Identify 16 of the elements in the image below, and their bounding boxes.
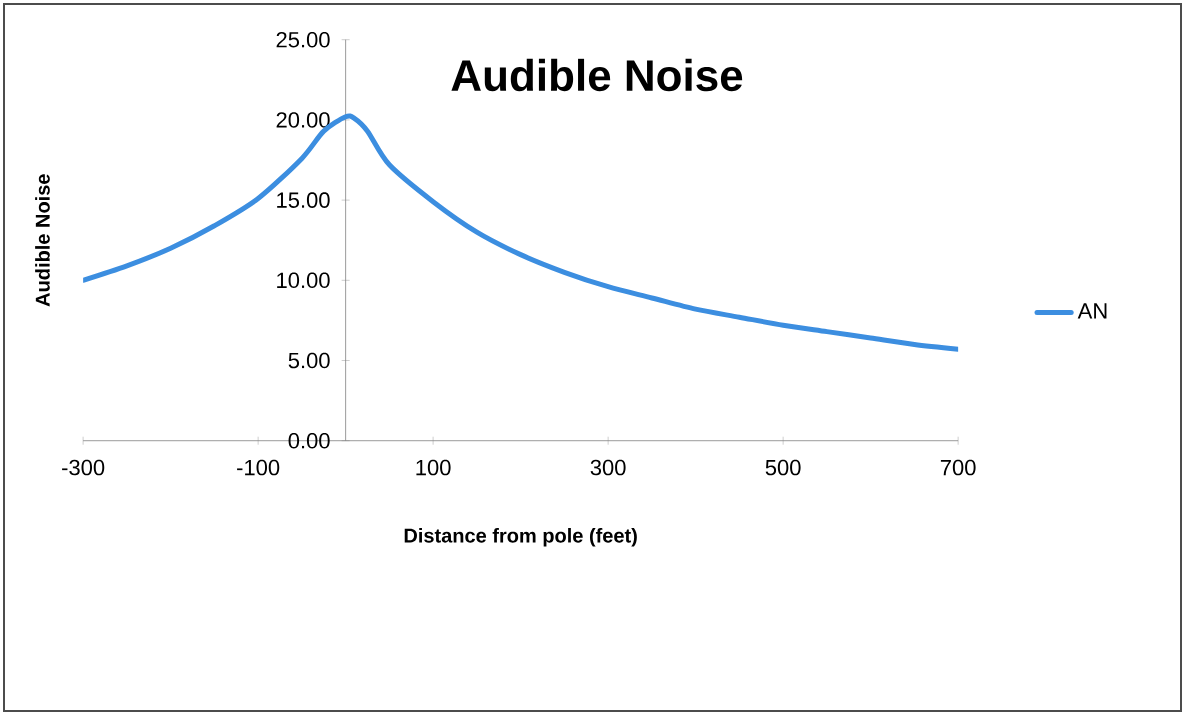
y-tick-label: 0.00 xyxy=(288,432,330,449)
x-tick-label: -300 xyxy=(62,459,105,476)
legend-label: AN xyxy=(1077,303,1107,319)
x-tick-label: 700 xyxy=(940,459,976,476)
x-tick-label: 100 xyxy=(416,459,451,476)
y-tick-label: 15.00 xyxy=(277,192,330,208)
y-axis-title: Audible Noise xyxy=(35,174,50,307)
y-tick-label: 20.00 xyxy=(276,112,330,128)
y-tick-label: 5.00 xyxy=(288,352,330,369)
x-tick-label: 500 xyxy=(765,459,801,476)
x-tick-label: -100 xyxy=(237,459,280,476)
x-axis-title: Distance from pole (feet) xyxy=(404,527,637,547)
chart-title: Audible Noise xyxy=(451,58,743,92)
y-tick-label: 10.00 xyxy=(277,272,330,289)
y-tick-label: 25.00 xyxy=(276,31,330,48)
x-tick-label: 300 xyxy=(590,459,626,476)
